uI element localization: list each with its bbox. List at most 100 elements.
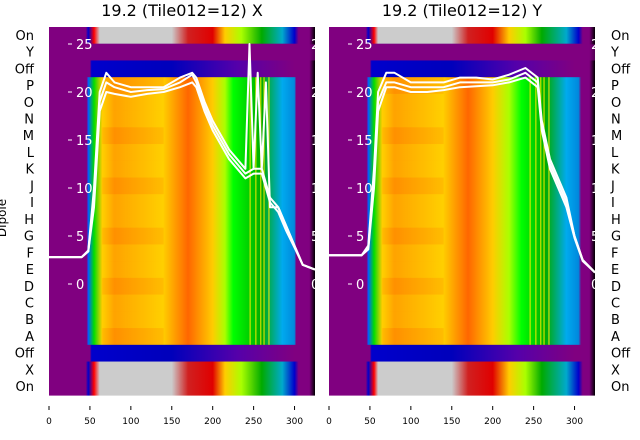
heatmap-row bbox=[329, 328, 595, 346]
heatmap-row bbox=[49, 311, 315, 329]
heatmap-row-shade bbox=[382, 261, 444, 278]
overlay-ytick-label: 5 bbox=[356, 230, 364, 245]
heatmap-row bbox=[49, 361, 315, 379]
heatmap-row-fill bbox=[329, 43, 582, 62]
heatmap-row-shade bbox=[102, 110, 164, 128]
heatmap-row bbox=[49, 160, 315, 179]
row-label: G bbox=[611, 230, 621, 245]
overlay-ytick-label: 25 bbox=[356, 38, 373, 53]
xtick-label: 200 bbox=[484, 417, 501, 427]
row-label: N bbox=[24, 113, 34, 128]
row-label: G bbox=[24, 230, 34, 245]
heatmap-row bbox=[49, 211, 315, 229]
heatmap-row bbox=[49, 244, 315, 262]
panel-y: 19.2 (Tile012=12) Y OnYOffPONMLKJIHGFEDC… bbox=[326, 1, 631, 427]
overlay-ytick-label: 15 bbox=[356, 134, 373, 149]
heatmap-row-shade bbox=[102, 227, 164, 245]
heatmap-row bbox=[49, 344, 315, 363]
heatmap-row bbox=[49, 328, 315, 346]
heatmap-row bbox=[329, 27, 595, 45]
heatmap-row bbox=[329, 378, 595, 396]
heatmap-stripe bbox=[543, 77, 545, 345]
row-label: X bbox=[25, 363, 34, 378]
row-label: Off bbox=[15, 62, 35, 77]
row-label: L bbox=[27, 146, 35, 161]
heatmap-row bbox=[329, 227, 595, 246]
row-label: J bbox=[610, 179, 615, 194]
heatmap-row-shade bbox=[102, 127, 164, 145]
heatmap-row bbox=[329, 160, 595, 179]
overlay-ytick-label: 20 bbox=[76, 86, 93, 101]
heatmap-row bbox=[49, 194, 315, 212]
heatmap-row bbox=[329, 110, 595, 128]
row-label: J bbox=[29, 179, 34, 194]
heatmap-row bbox=[329, 344, 595, 363]
heatmap-row bbox=[329, 211, 595, 229]
xtick-label: 150 bbox=[163, 417, 180, 427]
heatmap-row bbox=[49, 261, 315, 279]
panel-x: 19.2 (Tile012=12) X OnYOffPONMLKJIHGFEDC… bbox=[15, 1, 328, 427]
heatmap-row bbox=[329, 194, 595, 212]
heatmap-row-shade bbox=[382, 93, 444, 111]
row-label: B bbox=[611, 313, 620, 328]
row-label: D bbox=[611, 280, 621, 295]
heatmap-row-shade bbox=[382, 294, 444, 312]
row-label: E bbox=[611, 263, 619, 278]
heatmap-row-shade bbox=[102, 311, 164, 329]
row-label: L bbox=[611, 146, 619, 161]
overlay-ytick-label-right: 0 bbox=[311, 278, 319, 293]
heatmap-row-shade bbox=[382, 144, 444, 161]
heatmap-row bbox=[49, 177, 315, 195]
heatmap-row bbox=[329, 277, 595, 296]
heatmap-row-shade bbox=[102, 244, 164, 262]
xtick-label: 0 bbox=[46, 417, 52, 427]
row-label: On bbox=[16, 29, 34, 44]
row-label: F bbox=[611, 246, 618, 261]
heatmap-row bbox=[49, 144, 315, 162]
row-label: Y bbox=[25, 46, 34, 61]
heatmap-row-shade bbox=[102, 261, 164, 278]
row-label: C bbox=[25, 297, 34, 312]
heatmap-row bbox=[329, 77, 595, 95]
xtick-label: 300 bbox=[286, 417, 303, 427]
heatmap-row-shade bbox=[102, 211, 164, 228]
overlay-line-trace-3 bbox=[49, 81, 316, 271]
xtick-label: 200 bbox=[204, 417, 221, 427]
heatmap-row-shade bbox=[102, 294, 164, 312]
xtick-label: 50 bbox=[364, 417, 376, 427]
heatmap-stripe bbox=[260, 77, 262, 345]
heatmap-row-shade bbox=[382, 177, 444, 195]
heatmap-row-shade bbox=[382, 110, 444, 128]
panel-title-x: 19.2 (Tile012=12) X bbox=[101, 1, 263, 20]
heatmap-row bbox=[329, 311, 595, 329]
row-label: On bbox=[16, 380, 34, 395]
heatmap-row bbox=[49, 27, 315, 45]
heatmap-row-shade bbox=[382, 277, 444, 295]
row-label: B bbox=[25, 313, 34, 328]
heatmap-row-shade bbox=[382, 211, 444, 228]
xtick-label: 0 bbox=[326, 417, 332, 427]
overlay-ytick-label-right: 10 bbox=[311, 182, 328, 197]
heatmap-row bbox=[329, 127, 595, 145]
row-label: Y bbox=[610, 46, 619, 61]
xtick-label: 250 bbox=[245, 417, 262, 427]
row-label: N bbox=[611, 113, 621, 128]
heatmap-row bbox=[49, 127, 315, 145]
row-label: M bbox=[23, 129, 34, 144]
heatmap-row bbox=[49, 277, 315, 296]
row-label: On bbox=[611, 380, 629, 395]
heatmap-stripe bbox=[263, 77, 265, 345]
heatmap-row-shade bbox=[382, 160, 444, 178]
xtick-label: 100 bbox=[122, 417, 139, 427]
heatmap-row bbox=[49, 378, 315, 396]
row-label: F bbox=[27, 246, 34, 261]
heatmap-row bbox=[329, 144, 595, 162]
heatmap-row-shade bbox=[102, 93, 164, 111]
heatmap-row bbox=[329, 261, 595, 279]
heatmap-row-shade bbox=[102, 277, 164, 295]
overlay-ytick-label-right: 20 bbox=[311, 86, 328, 101]
overlay-ytick-label-right: 25 bbox=[311, 38, 328, 53]
overlay-ytick-label: 25 bbox=[76, 38, 93, 53]
heatmap-row bbox=[49, 294, 315, 312]
